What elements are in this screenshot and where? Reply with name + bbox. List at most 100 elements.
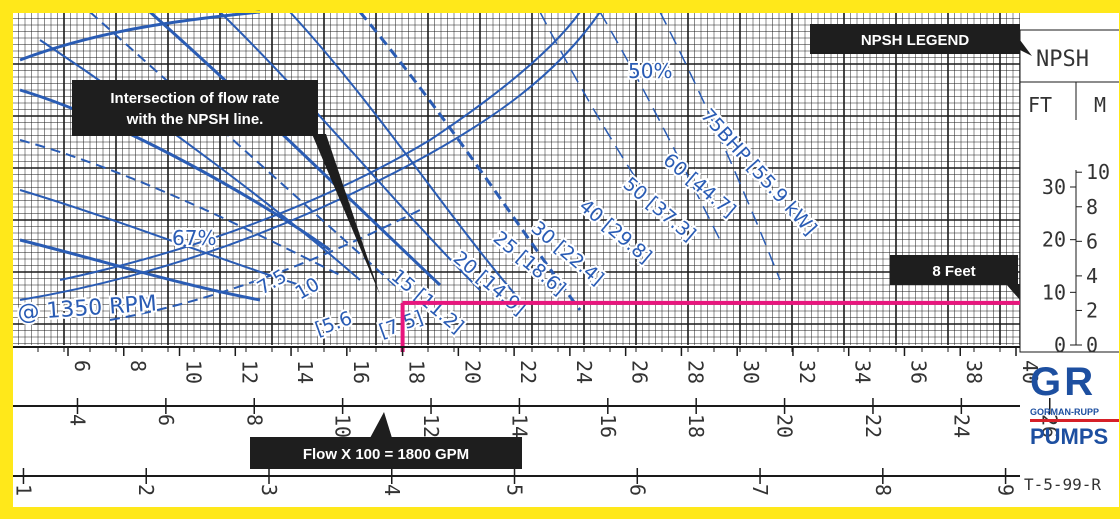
- intersection-callout-text-1: Intersection of flow rate: [110, 90, 279, 107]
- efficiency-curve: [659, 11, 781, 281]
- efficiency-curve: [539, 11, 651, 201]
- npsh-value-callout-text: 8 Feet: [932, 263, 975, 280]
- lps-tick-label: 16: [596, 414, 620, 438]
- performance-curve: [19, 11, 601, 301]
- gpm-tick-label: 18: [405, 360, 429, 384]
- lps-tick-label: 18: [684, 414, 708, 438]
- flow-value-callout-pointer: [370, 412, 392, 438]
- npsh-m-label: 2: [1086, 298, 1098, 322]
- performance-curve: [89, 11, 401, 291]
- gpm-tick-label: 10: [182, 360, 206, 384]
- intersection-callout-bg: [72, 80, 318, 136]
- npsh-value-callout-pointer: [1006, 284, 1020, 300]
- npsh-legend-pointer: [1020, 40, 1032, 56]
- npsh-value-callout: 8 Feet: [890, 255, 1020, 300]
- performance-curve: [109, 209, 421, 321]
- gpm-tick-label: 22: [516, 360, 540, 384]
- npsh-m-label: 6: [1086, 229, 1098, 253]
- npsh-m-label: 4: [1086, 264, 1098, 288]
- m3-tick-label: 5: [503, 484, 527, 496]
- performance-curve: [219, 11, 481, 291]
- gpm-tick-label: 32: [795, 360, 819, 384]
- lps-tick-label: 4: [65, 414, 89, 426]
- m3-tick-label: 2: [134, 484, 158, 496]
- gpm-tick-label: 28: [683, 360, 707, 384]
- gorman-rupp-logo: G R GORMAN-RUPP PUMPS: [1030, 360, 1120, 449]
- gpm-tick-label: 20: [460, 360, 484, 384]
- intersection-callout: Intersection of flow rate with the NPSH …: [72, 80, 380, 295]
- frame-notch: [693, 0, 745, 12]
- flow-value-callout-text: Flow X 100 = 1800 GPM: [303, 446, 469, 463]
- npsh-legend-title: NPSH LEGEND: [810, 24, 1032, 56]
- performance-curve: [19, 10, 261, 62]
- flow-value-callout: Flow X 100 = 1800 GPM: [250, 412, 522, 469]
- flow-value-callout-bg: [250, 437, 522, 469]
- m3-tick-label: 6: [625, 484, 649, 496]
- frame-border: [11, 11, 1120, 509]
- footer-code: T-5-99-R: [1024, 475, 1101, 494]
- npsh-m-label: 0: [1086, 333, 1098, 357]
- gpm-tick-label: 14: [293, 360, 317, 384]
- gpm-tick-label: 6: [70, 360, 94, 372]
- gpm-tick-label: 24: [572, 360, 596, 384]
- gpm-tick-label: 30: [739, 360, 763, 384]
- performance-curve: [149, 10, 442, 287]
- performance-curve: [19, 238, 261, 302]
- performance-curves: [19, 10, 781, 321]
- npsh-col-m: M: [1094, 93, 1106, 117]
- gpm-tick-label: 26: [628, 360, 652, 384]
- performance-curve: [358, 11, 582, 311]
- gpm-tick-label: 40: [1018, 360, 1042, 384]
- lps-tick-label: 26: [1038, 414, 1062, 438]
- npsh-ft-label: 0: [1054, 333, 1066, 357]
- lps-tick-label: 20: [773, 414, 797, 438]
- lps-tick-label: 8: [242, 414, 266, 426]
- npsh-header: NPSH: [1036, 47, 1089, 72]
- lps-tick-label: 6: [154, 414, 178, 426]
- efficiency-label-67: 67%: [172, 226, 216, 250]
- gpm-tick-label: 34: [851, 360, 875, 384]
- intersection-callout-line2: with the NPSH line.: [126, 111, 264, 128]
- efficiency-label-50: 50%: [628, 59, 672, 83]
- lps-tick-label: 12: [419, 414, 443, 438]
- gpm-tick-label: 38: [962, 360, 986, 384]
- npsh-ft-label: 30: [1042, 175, 1066, 199]
- npsh-reading-lines: [400, 300, 1020, 352]
- chart-grid: [11, 11, 1020, 345]
- npsh-ft-label: 20: [1042, 228, 1066, 252]
- gpm-tick-label: 16: [349, 360, 373, 384]
- lps-tick-label: 22: [861, 414, 885, 438]
- logo-red-bar: [1030, 419, 1120, 422]
- npsh-m-label: 10: [1086, 160, 1110, 184]
- m3-tick-label: 1: [11, 484, 35, 496]
- m3-tick-label: 7: [748, 484, 772, 496]
- npsh-value-callout-bg: [890, 255, 1018, 285]
- intersection-callout-text-2: with the NPSH line.: [126, 111, 264, 128]
- m3-tick-label: 8: [871, 484, 895, 496]
- lps-tick-label: 24: [949, 414, 973, 438]
- logo-mark: G R: [1030, 360, 1093, 404]
- m3-tick-label: 4: [380, 484, 404, 496]
- performance-curve: [59, 11, 581, 281]
- m3-tick-label: 9: [994, 484, 1018, 496]
- lps-tick-label: 10: [331, 414, 355, 438]
- intersection-callout-pointer: [312, 134, 380, 295]
- m3-tick-label: 3: [257, 484, 281, 496]
- performance-curve: [39, 39, 361, 281]
- gpm-tick-label: 12: [237, 360, 261, 384]
- logo-name: GORMAN-RUPP: [1030, 407, 1099, 417]
- npsh-legend-title-text: NPSH LEGEND: [861, 32, 970, 49]
- lps-tick-label: 14: [507, 414, 531, 438]
- intersection-callout-line1: Intersection of flow rate: [110, 90, 279, 107]
- performance-curve: [19, 139, 341, 276]
- npsh-legend-box: [1019, 29, 1120, 353]
- flow-axes: 6 8 10 12 14 16 18 20 22 24 26 28 30 32 34 36 38 404 6 8 10 1…: [11, 346, 1062, 496]
- gpm-tick-label: 36: [906, 360, 930, 384]
- performance-curve: [19, 189, 301, 286]
- npsh-m-label: 8: [1086, 195, 1098, 219]
- efficiency-curve: [599, 11, 721, 241]
- gpm-tick-label: 8: [126, 360, 150, 372]
- npsh-legend-title-bg: [810, 24, 1020, 54]
